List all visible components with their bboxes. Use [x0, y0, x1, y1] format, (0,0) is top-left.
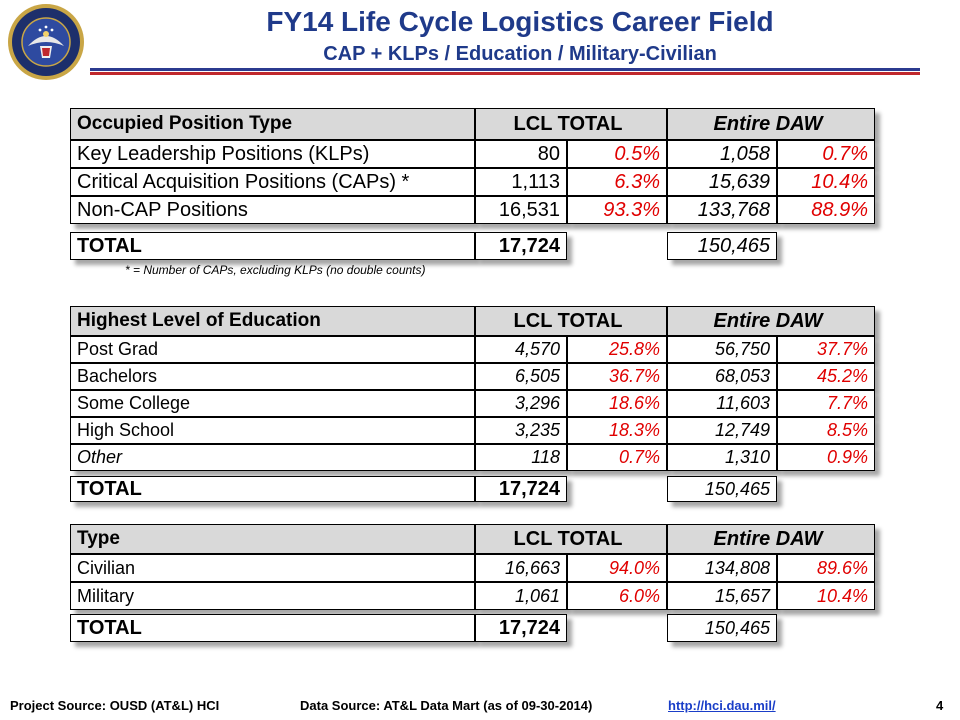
project-source: Project Source: OUSD (AT&L) HCI [10, 698, 220, 713]
lcl-total-header: LCL TOTAL [475, 108, 667, 140]
table-row: Post Grad 4,570 25.8% 56,750 37.7% [70, 336, 875, 363]
daw-percent: 0.9% [777, 444, 875, 471]
row-label: Bachelors [70, 363, 475, 390]
daw-count: 56,750 [667, 336, 777, 363]
daw-count: 11,603 [667, 390, 777, 417]
table-row: Critical Acquisition Positions (CAPs) * … [70, 168, 875, 196]
table-row: Other 118 0.7% 1,310 0.9% [70, 444, 875, 471]
lcl-total-header: LCL TOTAL [475, 524, 667, 554]
lcl-count: 3,296 [475, 390, 567, 417]
daw-percent: 10.4% [777, 168, 875, 196]
daw-percent: 7.7% [777, 390, 875, 417]
entire-daw-header: Entire DAW [667, 108, 875, 140]
total-daw: 150,465 [667, 476, 777, 502]
row-label: High School [70, 417, 475, 444]
table-row: High School 3,235 18.3% 12,749 8.5% [70, 417, 875, 444]
total-row: TOTAL 17,724 150,465 [70, 476, 777, 502]
daw-count: 15,639 [667, 168, 777, 196]
table-header: Occupied Position Type LCL TOTAL Entire … [70, 108, 875, 140]
total-label: TOTAL [70, 476, 475, 502]
row-label: Key Leadership Positions (KLPs) [70, 140, 475, 168]
table-header: Highest Level of Education LCL TOTAL Ent… [70, 306, 875, 336]
lcl-percent: 93.3% [567, 196, 667, 224]
daw-count: 133,768 [667, 196, 777, 224]
daw-count: 1,310 [667, 444, 777, 471]
lcl-count: 3,235 [475, 417, 567, 444]
page-number: 4 [936, 698, 944, 713]
page-title: FY14 Life Cycle Logistics Career Field [266, 6, 774, 37]
title-rule-red [90, 72, 920, 75]
lcl-count: 118 [475, 444, 567, 471]
total-label: TOTAL [70, 614, 475, 642]
total-lcl: 17,724 [475, 476, 567, 502]
data-source: Data Source: AT&L Data Mart (as of 09-30… [300, 698, 593, 713]
lcl-percent: 6.0% [567, 582, 667, 610]
table-row: Bachelors 6,505 36.7% 68,053 45.2% [70, 363, 875, 390]
lcl-count: 16,531 [475, 196, 567, 224]
table-row: Military 1,061 6.0% 15,657 10.4% [70, 582, 875, 610]
lcl-percent: 6.3% [567, 168, 667, 196]
daw-count: 1,058 [667, 140, 777, 168]
total-daw: 150,465 [667, 232, 777, 260]
lcl-percent: 94.0% [567, 554, 667, 582]
total-label: TOTAL [70, 232, 475, 260]
entire-daw-header: Entire DAW [667, 306, 875, 336]
daw-percent: 37.7% [777, 336, 875, 363]
lcl-count: 6,505 [475, 363, 567, 390]
total-row: TOTAL 17,724 150,465 [70, 614, 777, 642]
row-label: Critical Acquisition Positions (CAPs) * [70, 168, 475, 196]
daw-percent: 10.4% [777, 582, 875, 610]
lcl-count: 4,570 [475, 336, 567, 363]
title-rule-blue [90, 68, 920, 71]
row-label: Some College [70, 390, 475, 417]
lcl-percent: 0.7% [567, 444, 667, 471]
table-heading: Occupied Position Type [70, 108, 475, 140]
page-subtitle: CAP + KLPs / Education / Military-Civili… [323, 43, 717, 65]
table-row: Some College 3,296 18.6% 11,603 7.7% [70, 390, 875, 417]
lcl-count: 16,663 [475, 554, 567, 582]
table-heading: Highest Level of Education [70, 306, 475, 336]
row-label: Civilian [70, 554, 475, 582]
lcl-percent: 25.8% [567, 336, 667, 363]
footnote: * = Number of CAPs, excluding KLPs (no d… [125, 263, 426, 277]
lcl-total-header: LCL TOTAL [475, 306, 667, 336]
table-header: Type LCL TOTAL Entire DAW [70, 524, 875, 554]
lcl-count: 80 [475, 140, 567, 168]
daw-count: 12,749 [667, 417, 777, 444]
lcl-percent: 18.3% [567, 417, 667, 444]
total-daw: 150,465 [667, 614, 777, 642]
daw-percent: 45.2% [777, 363, 875, 390]
lcl-percent: 36.7% [567, 363, 667, 390]
lcl-percent: 0.5% [567, 140, 667, 168]
row-label: Other [70, 444, 475, 471]
entire-daw-header: Entire DAW [667, 524, 875, 554]
table-row: Key Leadership Positions (KLPs) 80 0.5% … [70, 140, 875, 168]
table-row: Civilian 16,663 94.0% 134,808 89.6% [70, 554, 875, 582]
daw-percent: 88.9% [777, 196, 875, 224]
department-of-defense-seal-icon [8, 4, 84, 80]
daw-count: 68,053 [667, 363, 777, 390]
lcl-percent: 18.6% [567, 390, 667, 417]
row-label: Military [70, 582, 475, 610]
table-row: Non-CAP Positions 16,531 93.3% 133,768 8… [70, 196, 875, 224]
daw-count: 134,808 [667, 554, 777, 582]
total-lcl: 17,724 [475, 232, 567, 260]
table-heading: Type [70, 524, 475, 554]
hci-link[interactable]: http://hci.dau.mil/ [668, 698, 776, 713]
daw-count: 15,657 [667, 582, 777, 610]
lcl-count: 1,061 [475, 582, 567, 610]
row-label: Post Grad [70, 336, 475, 363]
row-label: Non-CAP Positions [70, 196, 475, 224]
lcl-count: 1,113 [475, 168, 567, 196]
daw-percent: 8.5% [777, 417, 875, 444]
total-lcl: 17,724 [475, 614, 567, 642]
daw-percent: 89.6% [777, 554, 875, 582]
daw-percent: 0.7% [777, 140, 875, 168]
total-row: TOTAL 17,724 150,465 [70, 232, 777, 260]
